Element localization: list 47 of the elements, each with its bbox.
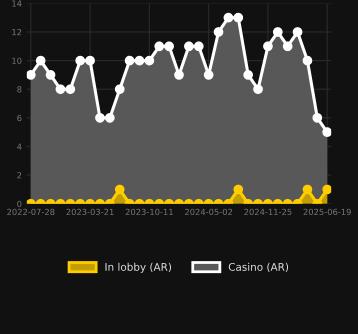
point — [194, 41, 204, 52]
x-tick-label: 2025-06-19 — [304, 208, 351, 216]
point — [95, 112, 105, 123]
point — [134, 56, 144, 66]
point — [302, 56, 312, 66]
y-tick-label: 8 — [17, 86, 22, 93]
point — [174, 70, 184, 80]
point — [322, 127, 332, 138]
y-tick-label: 12 — [12, 28, 22, 36]
y-tick-label: 4 — [17, 144, 22, 150]
y-tick-label: 10 — [12, 58, 22, 64]
point — [312, 112, 322, 123]
x-tick-label: 2024-11-25 — [244, 208, 292, 216]
point — [224, 12, 234, 23]
y-tick-label: 0 — [17, 200, 22, 208]
point — [204, 70, 214, 80]
point — [233, 12, 244, 23]
point — [85, 56, 95, 66]
point — [104, 112, 115, 123]
point — [164, 41, 174, 52]
x-tick-label: 2024-05-02 — [185, 208, 232, 216]
x-tick-label: 2022-07-28 — [7, 208, 54, 216]
point — [114, 84, 125, 94]
y-tick-label: 14 — [12, 0, 22, 7]
point — [65, 84, 76, 94]
point — [184, 41, 194, 52]
legend-label: In lobby (AR) — [106, 262, 172, 273]
point — [75, 56, 86, 66]
point — [214, 27, 224, 37]
point — [124, 56, 134, 66]
point — [154, 41, 164, 52]
legend-label: Casino (AR) — [228, 262, 288, 272]
point — [282, 41, 293, 52]
x-tick-label: 2023-10-11 — [126, 208, 173, 216]
point — [56, 84, 66, 94]
point — [26, 70, 36, 80]
point — [272, 27, 283, 37]
point — [243, 70, 254, 80]
point — [144, 56, 154, 66]
y-tick-label: 6 — [17, 114, 22, 122]
x-tick-label: 2023-03-21 — [66, 208, 114, 216]
point — [46, 70, 56, 80]
point — [253, 84, 263, 94]
point — [36, 56, 46, 66]
y-tick-label: 2 — [17, 172, 22, 178]
point — [263, 41, 273, 52]
point — [292, 27, 302, 37]
